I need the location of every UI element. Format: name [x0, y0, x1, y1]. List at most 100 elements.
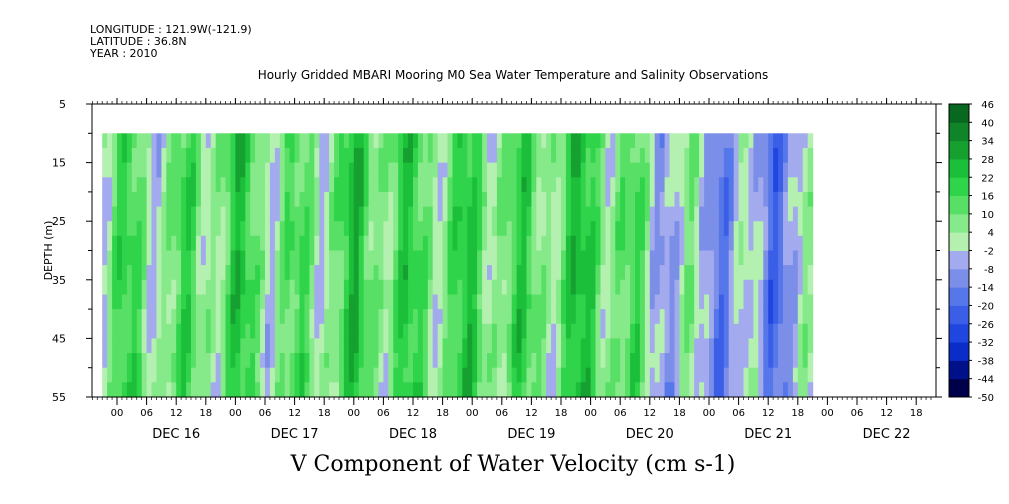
x-tick-label: 18 [791, 408, 804, 419]
x-day-label: DEC 21 [744, 427, 792, 442]
heatmap-cell [753, 206, 759, 222]
heatmap-cell [600, 279, 606, 296]
heatmap-cell [442, 338, 449, 354]
heatmap-cell [565, 309, 572, 325]
heatmap-cell [728, 162, 735, 178]
heatmap-cell [620, 353, 626, 369]
heatmap-cell [704, 338, 710, 354]
heatmap-cell [511, 221, 518, 237]
x-tick-label: 12 [525, 408, 538, 419]
heatmap-cell [797, 382, 804, 398]
heatmap-cell [240, 279, 246, 296]
heatmap-cell [191, 382, 197, 398]
heatmap-cell [225, 323, 231, 339]
heatmap-cell [309, 133, 315, 149]
heatmap-cell [141, 353, 148, 369]
heatmap-cell [378, 250, 384, 266]
heatmap-cell [590, 177, 597, 193]
heatmap-cell [378, 338, 384, 354]
heatmap-cell [718, 323, 725, 339]
heatmap-cell [112, 250, 118, 266]
heatmap-cell [284, 294, 291, 310]
heatmap-cell [205, 235, 212, 252]
heatmap-cell [225, 294, 231, 310]
heatmap-cell [728, 353, 735, 369]
heatmap-cell [191, 191, 197, 208]
heatmap-cell [121, 353, 128, 369]
heatmap-cell [797, 338, 804, 354]
heatmap-cell [536, 338, 542, 354]
heatmap-cell [501, 323, 508, 339]
heatmap-cell [580, 177, 587, 193]
heatmap-cell [240, 323, 246, 339]
heatmap-cell [200, 265, 207, 281]
heatmap-cell [516, 309, 523, 325]
heatmap-cell [427, 382, 434, 398]
heatmap-cell [511, 309, 518, 325]
heatmap-cell [269, 294, 276, 310]
heatmap-cell [161, 133, 167, 149]
heatmap-cell [585, 294, 592, 310]
heatmap-cell [639, 294, 646, 310]
heatmap-cell [516, 221, 523, 237]
heatmap-cell [625, 191, 631, 208]
heatmap-cell [787, 367, 794, 383]
heatmap-cell [773, 191, 779, 208]
heatmap-cell [768, 279, 774, 296]
heatmap-cell [694, 162, 700, 178]
heatmap-cell [151, 338, 157, 354]
heatmap-cell [432, 309, 439, 325]
heatmap-cell [753, 338, 759, 354]
heatmap-cell [220, 338, 227, 354]
heatmap-cell [748, 323, 754, 339]
heatmap-cell [620, 294, 626, 310]
heatmap-cell [181, 367, 187, 383]
heatmap-cell [225, 162, 231, 178]
heatmap-cell [250, 323, 256, 339]
heatmap-cell [462, 147, 468, 164]
heatmap-cell [427, 235, 434, 252]
heatmap-cell [689, 235, 695, 252]
heatmap-cell [753, 221, 759, 237]
heatmap-cell [151, 309, 157, 325]
heatmap-cell [546, 382, 552, 398]
heatmap-cell [156, 221, 162, 237]
heatmap-cell [477, 147, 483, 164]
heatmap-cell [797, 133, 804, 149]
heatmap-cell [339, 235, 345, 252]
heatmap-cell [743, 265, 749, 281]
heatmap-cell [329, 133, 335, 149]
heatmap-cell [773, 353, 779, 369]
heatmap-cell [304, 250, 310, 266]
heatmap-cell [733, 147, 740, 164]
heatmap-cell [176, 367, 182, 383]
heatmap-cell [422, 162, 429, 178]
heatmap-cell [501, 382, 508, 398]
heatmap-cell [171, 147, 177, 164]
heatmap-cell [733, 323, 740, 339]
heatmap-cell [126, 133, 133, 149]
heatmap-cell [422, 294, 429, 310]
heatmap-cell [605, 206, 611, 222]
heatmap-cell [269, 323, 276, 339]
heatmap-cell [659, 221, 666, 237]
heatmap-cell [758, 177, 764, 193]
heatmap-cell [358, 265, 365, 281]
colorbar-label: 22 [981, 173, 994, 184]
heatmap-cell [393, 309, 399, 325]
heatmap-cell [166, 265, 172, 281]
heatmap-cell [787, 338, 794, 354]
heatmap-cell [590, 338, 597, 354]
heatmap-cell [472, 221, 478, 237]
heatmap-cell [205, 309, 212, 325]
heatmap-cell [284, 206, 291, 222]
heatmap-cell [161, 162, 167, 178]
heatmap-cell [413, 294, 419, 310]
heatmap-cell [156, 162, 162, 178]
heatmap-cell [743, 177, 749, 193]
heatmap-cell [778, 265, 784, 281]
heatmap-cell [442, 309, 449, 325]
heatmap-cell [630, 177, 636, 193]
heatmap-cell [260, 235, 266, 252]
heatmap-cell [413, 353, 419, 369]
